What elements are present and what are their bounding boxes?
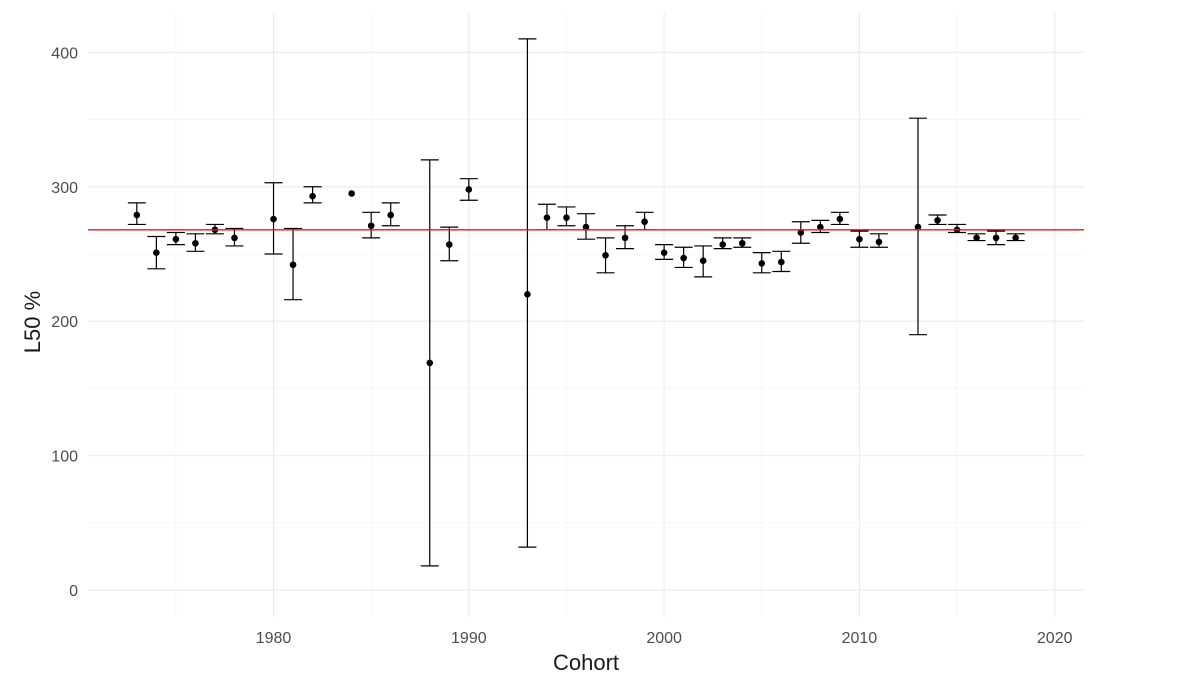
data-point — [1012, 234, 1019, 242]
data-point — [543, 214, 551, 221]
data-point — [719, 241, 727, 248]
data-point — [445, 241, 453, 248]
data-point — [817, 223, 824, 231]
x-tick-labels: 1980 1990 2000 2010 2020 — [256, 630, 1073, 647]
y-axis-title: L50 % — [20, 291, 45, 353]
data-point — [758, 260, 766, 267]
data-point — [641, 218, 648, 226]
x-tick-label: 2000 — [646, 630, 682, 647]
data-point — [289, 261, 297, 269]
data-point — [192, 239, 199, 247]
x-tick-label: 1990 — [451, 630, 487, 647]
data-point — [172, 235, 180, 243]
data-point — [738, 239, 746, 247]
data-point — [524, 291, 531, 298]
x-tick-label: 2010 — [842, 630, 878, 647]
data-point — [231, 234, 238, 242]
x-tick-label: 2020 — [1037, 630, 1073, 647]
data-point — [309, 192, 316, 200]
data-point — [992, 234, 1000, 242]
y-tick-label: 100 — [51, 449, 78, 466]
data-point — [797, 229, 805, 236]
grid-major — [88, 12, 1084, 617]
data-point — [973, 234, 980, 242]
data-point — [934, 217, 941, 224]
data-point — [875, 238, 883, 246]
data-point — [426, 359, 434, 367]
data-point — [367, 222, 375, 230]
y-tick-label: 400 — [51, 45, 78, 62]
data-point — [680, 254, 687, 262]
data-point — [856, 235, 863, 243]
data-points — [133, 186, 1019, 367]
y-tick-label: 0 — [69, 583, 78, 600]
data-point — [270, 215, 277, 223]
error-bars — [127, 38, 1025, 567]
data-point — [563, 214, 570, 221]
data-point — [777, 258, 785, 266]
grid-minor — [88, 12, 1084, 617]
y-tick-label: 300 — [51, 180, 78, 197]
y-tick-labels: 0 100 200 300 400 — [51, 45, 78, 600]
y-tick-label: 200 — [51, 314, 78, 331]
x-axis-title: Cohort — [553, 650, 619, 675]
data-point — [914, 223, 922, 231]
data-point — [153, 249, 160, 256]
data-point — [133, 211, 141, 219]
data-point — [660, 249, 668, 256]
data-point — [582, 223, 590, 231]
data-point — [602, 252, 609, 259]
data-point — [699, 257, 707, 265]
data-point — [387, 211, 395, 219]
data-point — [465, 186, 473, 193]
data-point — [621, 234, 629, 242]
data-point — [348, 190, 355, 197]
x-tick-label: 1980 — [256, 630, 292, 647]
data-point — [836, 215, 844, 223]
